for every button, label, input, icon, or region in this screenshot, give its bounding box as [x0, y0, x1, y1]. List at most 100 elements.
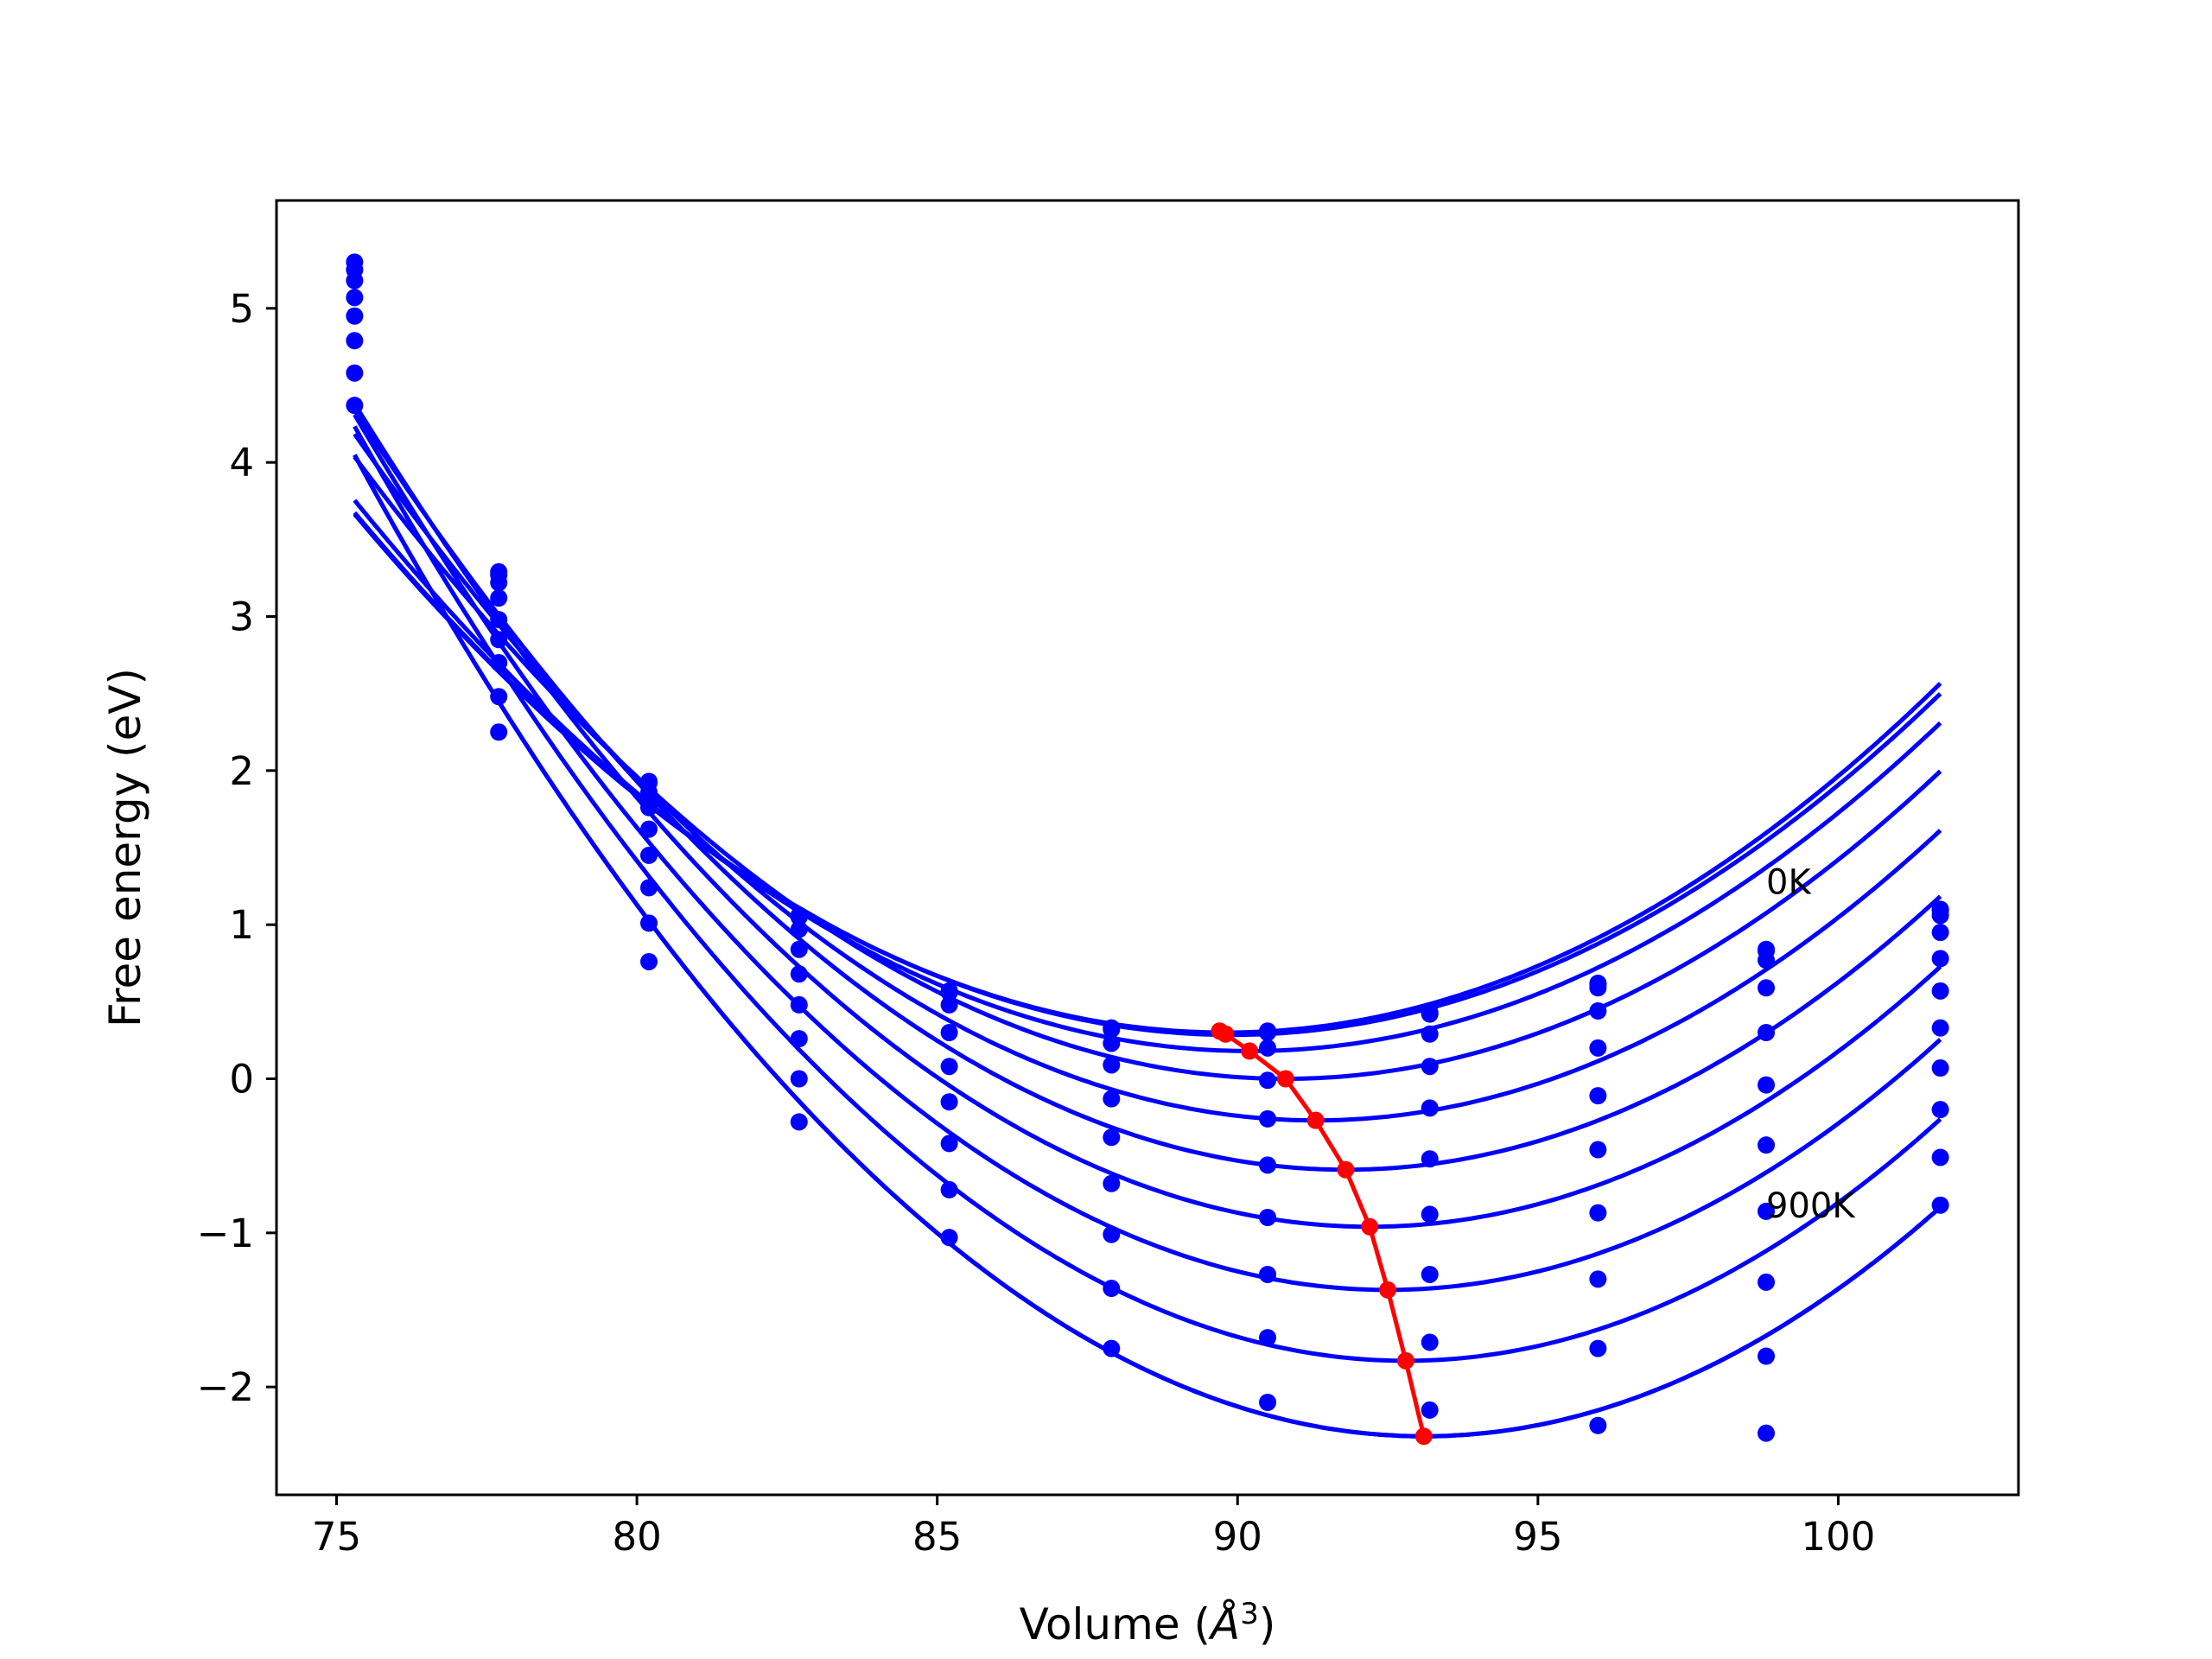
- isotherm-data-point: [1103, 1174, 1121, 1192]
- minimum-energy-point: [1361, 1217, 1379, 1236]
- isotherm-data-point: [1259, 1109, 1277, 1128]
- isotherm-data-point: [1103, 1128, 1121, 1147]
- isotherm-fit-line: [353, 402, 1942, 1230]
- isotherm-data-point: [346, 271, 364, 289]
- isotherm-data-point: [1931, 950, 1949, 968]
- temperature-annotation: 0K: [1766, 863, 1812, 903]
- isotherm-data-point: [1259, 1156, 1277, 1174]
- isotherm-fit-line: [353, 454, 1942, 1439]
- isotherm-data-point: [1103, 1090, 1121, 1108]
- isotherm-data-point: [1259, 1039, 1277, 1057]
- x-tick-label: 100: [1801, 1514, 1875, 1560]
- isotherm-data-point: [346, 332, 364, 350]
- isotherm-data-point: [1421, 1150, 1439, 1168]
- isotherm-data-point: [790, 1113, 808, 1131]
- isotherm-data-point: [1259, 1394, 1277, 1411]
- x-axis-label-text: Volume (: [1020, 1599, 1211, 1649]
- isotherm-data-point: [640, 798, 658, 817]
- isotherm-data-point: [1931, 906, 1949, 925]
- plot-frame: [275, 199, 2020, 1497]
- isotherm-data-point: [1589, 1039, 1607, 1057]
- minimum-energy-series: [1211, 1022, 1433, 1446]
- isotherm-fit-line: [353, 409, 1942, 1173]
- y-tick-label: 0: [229, 1057, 254, 1103]
- isotherm-data-point: [1589, 1141, 1607, 1159]
- annotations: 0K 900K: [1766, 863, 1856, 1227]
- y-axis-label: Free energy (eV): [100, 668, 150, 1027]
- isotherm-data-point: [1758, 1347, 1776, 1365]
- isotherm-data-point: [940, 1135, 958, 1153]
- minimum-energy-line: [1218, 1028, 1427, 1437]
- isotherm-data-point: [1103, 1056, 1121, 1074]
- x-tick-label: 85: [912, 1514, 962, 1560]
- x-axis-label: Volume (Å3): [1020, 1597, 1276, 1649]
- isotherm-data-point: [1259, 1265, 1277, 1283]
- isotherm-data-point: [1421, 1005, 1439, 1023]
- isotherm-data-point: [1103, 1280, 1121, 1298]
- isotherm-data-point: [1421, 1265, 1439, 1283]
- minimum-energy-point: [1414, 1427, 1433, 1446]
- y-axis: 5 4 3 2 1 0 −1 −2: [197, 286, 276, 1410]
- isotherm-data-point: [346, 397, 364, 415]
- minimum-energy-point: [1276, 1070, 1294, 1088]
- temperature-annotation: 900K: [1766, 1186, 1856, 1226]
- y-tick-label: 3: [229, 594, 254, 640]
- isotherm-data-point: [1931, 1101, 1949, 1119]
- isotherm-data-point: [1259, 1329, 1277, 1347]
- x-tick-label: 75: [312, 1514, 361, 1560]
- y-tick-label: −2: [197, 1364, 254, 1410]
- isotherm-data-point: [1259, 1209, 1277, 1226]
- isotherm-data-point: [1421, 1205, 1439, 1224]
- x-axis: 75 80 85 90 95 100: [312, 1495, 1875, 1560]
- isotherm-data-point: [1589, 1270, 1607, 1288]
- isotherm-data-point: [640, 846, 658, 864]
- minimum-energy-point: [1379, 1281, 1397, 1299]
- isotherm-data-point: [1421, 1333, 1439, 1351]
- isotherm-data-point: [490, 589, 508, 607]
- y-tick-label: −1: [197, 1211, 254, 1256]
- minimum-energy-point: [1396, 1351, 1414, 1370]
- y-tick-label: 5: [229, 286, 254, 332]
- isotherm-data-point: [1758, 1424, 1776, 1442]
- isotherm-data-point: [346, 307, 364, 325]
- isotherm-data-point: [1421, 1058, 1439, 1076]
- isotherm-data-point: [640, 820, 658, 838]
- isotherm-data-point: [1758, 1273, 1776, 1291]
- isotherm-data-point: [490, 723, 508, 741]
- isotherm-data-point: [1931, 924, 1949, 942]
- x-axis-label-close: ): [1259, 1599, 1276, 1649]
- isotherm-data-point: [1589, 1416, 1607, 1434]
- y-tick-label: 1: [229, 902, 254, 948]
- isotherm-data-point: [1589, 1339, 1607, 1357]
- isotherm-data-point: [1758, 1136, 1776, 1154]
- minimum-energy-point: [1217, 1025, 1235, 1043]
- minimum-energy-point: [1306, 1111, 1325, 1129]
- plot-area: [346, 253, 1949, 1446]
- isotherm-data-point: [790, 1070, 808, 1088]
- isotherm-data-point: [1931, 982, 1949, 1000]
- x-tick-label: 80: [612, 1514, 661, 1560]
- isotherm-data-point: [940, 1058, 958, 1076]
- isotherm-data-point: [1758, 979, 1776, 997]
- minimum-energy-point: [1337, 1160, 1355, 1179]
- y-tick-label: 4: [229, 440, 254, 486]
- x-axis-label-unit: Å: [1208, 1599, 1240, 1649]
- isotherm-data-point: [640, 952, 658, 970]
- isotherm-data-point: [1931, 1148, 1949, 1166]
- isotherm-data-point: [1103, 1020, 1121, 1039]
- isotherm-data-point: [1589, 1204, 1607, 1222]
- isotherm-data-point: [1931, 1196, 1949, 1214]
- isotherm-data-point: [1758, 1202, 1776, 1220]
- isotherm-data-point: [346, 289, 364, 307]
- y-tick-label: 2: [229, 748, 254, 794]
- isotherm-series: [353, 425, 1949, 1363]
- minimum-energy-point: [1241, 1042, 1259, 1060]
- x-axis-label-exponent: 3: [1240, 1597, 1259, 1631]
- isotherm-data-point: [1103, 1034, 1121, 1052]
- isotherm-fit-line: [353, 413, 1942, 1293]
- isotherm-data-point: [1421, 1401, 1439, 1419]
- isotherm-data-point: [1589, 1087, 1607, 1105]
- isotherm-data-point: [1931, 1059, 1949, 1077]
